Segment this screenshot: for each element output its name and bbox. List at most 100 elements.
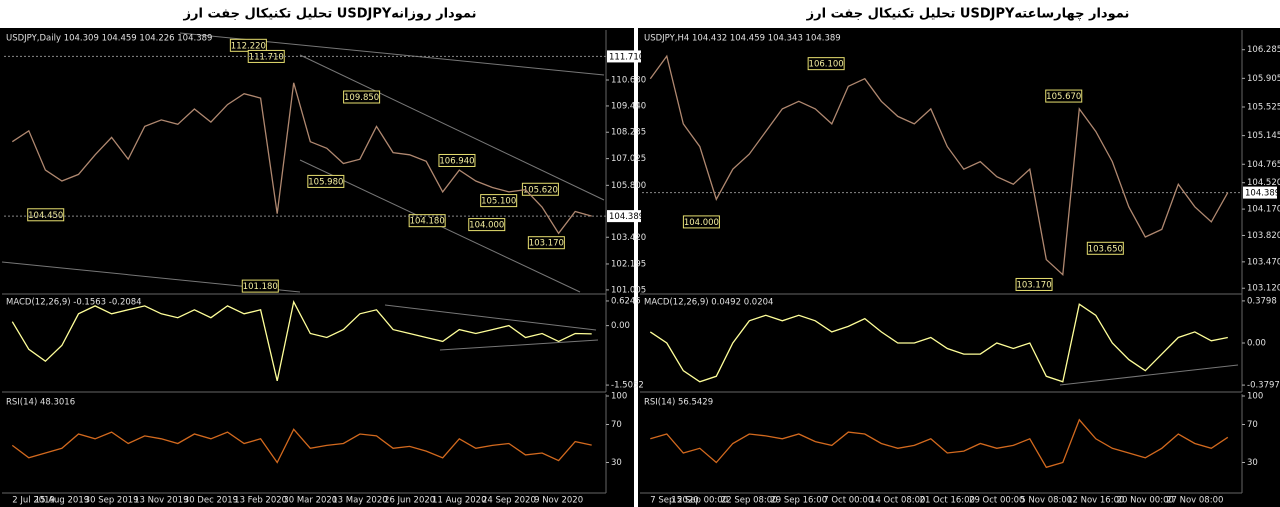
annotation-box xyxy=(521,182,559,196)
y-tick-label: 105.905 xyxy=(1247,74,1280,84)
y-tick-label: 103.120 xyxy=(1247,284,1280,294)
annotation-label: 105.620 xyxy=(523,185,558,195)
annotation-label: 104.000 xyxy=(684,218,719,228)
x-tick-label: 11 Aug 2020 xyxy=(432,496,486,506)
x-tick-label: 22 Sep 08:00 xyxy=(721,496,778,506)
y-tick-label: 110.630 xyxy=(611,75,646,85)
price-tag-box xyxy=(607,50,641,63)
annotation-box xyxy=(438,153,476,167)
y-tick-label: 104.765 xyxy=(1247,160,1280,170)
x-tick-label: 13 May 2020 xyxy=(332,496,387,506)
annotation-label: 106.940 xyxy=(439,156,474,166)
trend-line xyxy=(439,339,599,351)
annotation-box xyxy=(27,208,65,222)
x-tick-label: 30 Sep 2019 xyxy=(85,496,139,506)
annotation-label: 104.180 xyxy=(410,217,445,227)
y-tick-label: 0.3798 xyxy=(1247,296,1277,306)
x-tick-label: 5 Nov 08:00 xyxy=(1020,496,1072,506)
x-tick-label: 7 Oct 00:00 xyxy=(823,496,873,506)
chart-header: USDJPY,Daily 104.309 104.459 104.226 104… xyxy=(6,34,212,44)
indicator-label: RSI(14) 56.5429 xyxy=(644,398,713,408)
trend-line xyxy=(299,54,605,201)
price-tag-box xyxy=(607,210,641,223)
daily-chart-bg xyxy=(0,28,634,507)
y-tick-label: 104.520 xyxy=(1247,178,1280,188)
x-tick-label: 29 Oct 00:00 xyxy=(969,496,1024,506)
x-tick-label: 20 Nov 00:00 xyxy=(1117,496,1174,506)
price-tag: 104.389 xyxy=(609,212,644,222)
price-line xyxy=(649,303,1228,383)
y-tick-label: 103.470 xyxy=(1247,257,1280,267)
trend-lines xyxy=(1,32,1239,386)
price-tag: 104.389 xyxy=(1245,189,1280,199)
y-tick-label: -1.5052 xyxy=(611,381,644,391)
annotation-box xyxy=(468,218,506,232)
x-tick-label: 29 Sep 16:00 xyxy=(770,496,827,506)
y-tick-label: 70 xyxy=(1247,420,1258,430)
annotation-label: 103.170 xyxy=(1016,280,1051,290)
annotation-box xyxy=(1086,241,1124,255)
y-tick-label: 0.6245 xyxy=(611,296,641,306)
price-line xyxy=(11,428,592,464)
price-tag-box xyxy=(1243,186,1277,199)
x-tick-label: 24 Sep 2020 xyxy=(482,496,536,506)
indicator-label: MACD(12,26,9) 0.0492 0.0204 xyxy=(644,298,773,308)
chart-title: تحليل تكنيكال جفت ارز USDJPYنمودار چهارس… xyxy=(806,7,1130,22)
annotation-box xyxy=(408,214,446,228)
price-line xyxy=(11,82,592,235)
x-tick-label: 13 Nov 2019 xyxy=(134,496,188,506)
annotation-box xyxy=(241,279,279,293)
y-tick-label: 0.00 xyxy=(611,321,630,331)
y-tick-label: 105.525 xyxy=(1247,102,1280,112)
price-line xyxy=(11,299,592,382)
annotation-label: 105.980 xyxy=(308,177,343,187)
x-tick-label: 13 Feb 2020 xyxy=(234,496,287,506)
y-tick-label: 103.420 xyxy=(611,233,646,243)
y-tick-label: 106.285 xyxy=(1247,45,1280,55)
y-tick-label: 101.005 xyxy=(611,285,646,295)
y-tick-label: 105.800 xyxy=(611,181,646,191)
annotation-box xyxy=(480,194,518,208)
annotation-label: 105.100 xyxy=(481,197,516,207)
y-tick-label: 102.195 xyxy=(611,259,646,269)
y-tick-label: 104.170 xyxy=(1247,205,1280,215)
indicator-label: RSI(14) 48.3016 xyxy=(6,398,75,408)
x-tick-label: 15 Sep 00:00 xyxy=(671,496,728,506)
y-tick-label: 107.025 xyxy=(611,154,646,164)
annotation-label: 103.170 xyxy=(529,239,564,249)
y-tick-label: 109.440 xyxy=(611,101,646,111)
x-tick-label: 27 Nov 08:00 xyxy=(1166,496,1223,506)
chart-header: USDJPY,H4 104.432 104.459 104.343 104.38… xyxy=(644,34,841,44)
y-tick-label: 103.820 xyxy=(1247,231,1280,241)
x-tick-label: 26 Jun 2020 xyxy=(384,496,435,506)
annotation-label: 101.180 xyxy=(243,282,278,292)
y-tick-label: 100 xyxy=(1247,392,1263,402)
chart-title: تحليل تكنيكال جفت ارز USDJPYنمودار روزان… xyxy=(183,7,477,22)
annotation-box xyxy=(307,174,345,188)
y-tick-label: -0.3797 xyxy=(1247,381,1280,391)
y-tick-label: 0.00 xyxy=(1247,339,1266,349)
price-tag: 111.710 xyxy=(609,52,644,62)
x-tick-label: 9 Nov 2020 xyxy=(534,496,583,506)
price-line xyxy=(649,54,1229,277)
annotation-box xyxy=(343,90,381,104)
y-tick-label: 108.235 xyxy=(611,128,646,138)
annotation-box xyxy=(682,215,720,229)
y-tick-label: 100 xyxy=(611,392,627,402)
y-tick-label: 30 xyxy=(1247,458,1258,468)
y-tick-label: 30 xyxy=(611,458,622,468)
x-tick-label: 21 Oct 16:00 xyxy=(920,496,975,506)
x-tick-label: 14 Oct 08:00 xyxy=(870,496,925,506)
annotation-label: 105.670 xyxy=(1046,92,1081,102)
x-tick-label: 15 Aug 2019 xyxy=(35,496,89,506)
indicator-label: MACD(12,26,9) -0.1563 -0.2084 xyxy=(6,298,142,308)
x-tick-label: 2 Jul 2019 xyxy=(12,496,55,506)
annotation-label: 109.850 xyxy=(344,93,379,103)
annotation-box xyxy=(1045,89,1083,103)
trend-line xyxy=(384,304,597,331)
annotation-label: 111.710 xyxy=(249,52,284,62)
annotation-label: 104.000 xyxy=(469,221,504,231)
trend-line xyxy=(1059,364,1239,386)
